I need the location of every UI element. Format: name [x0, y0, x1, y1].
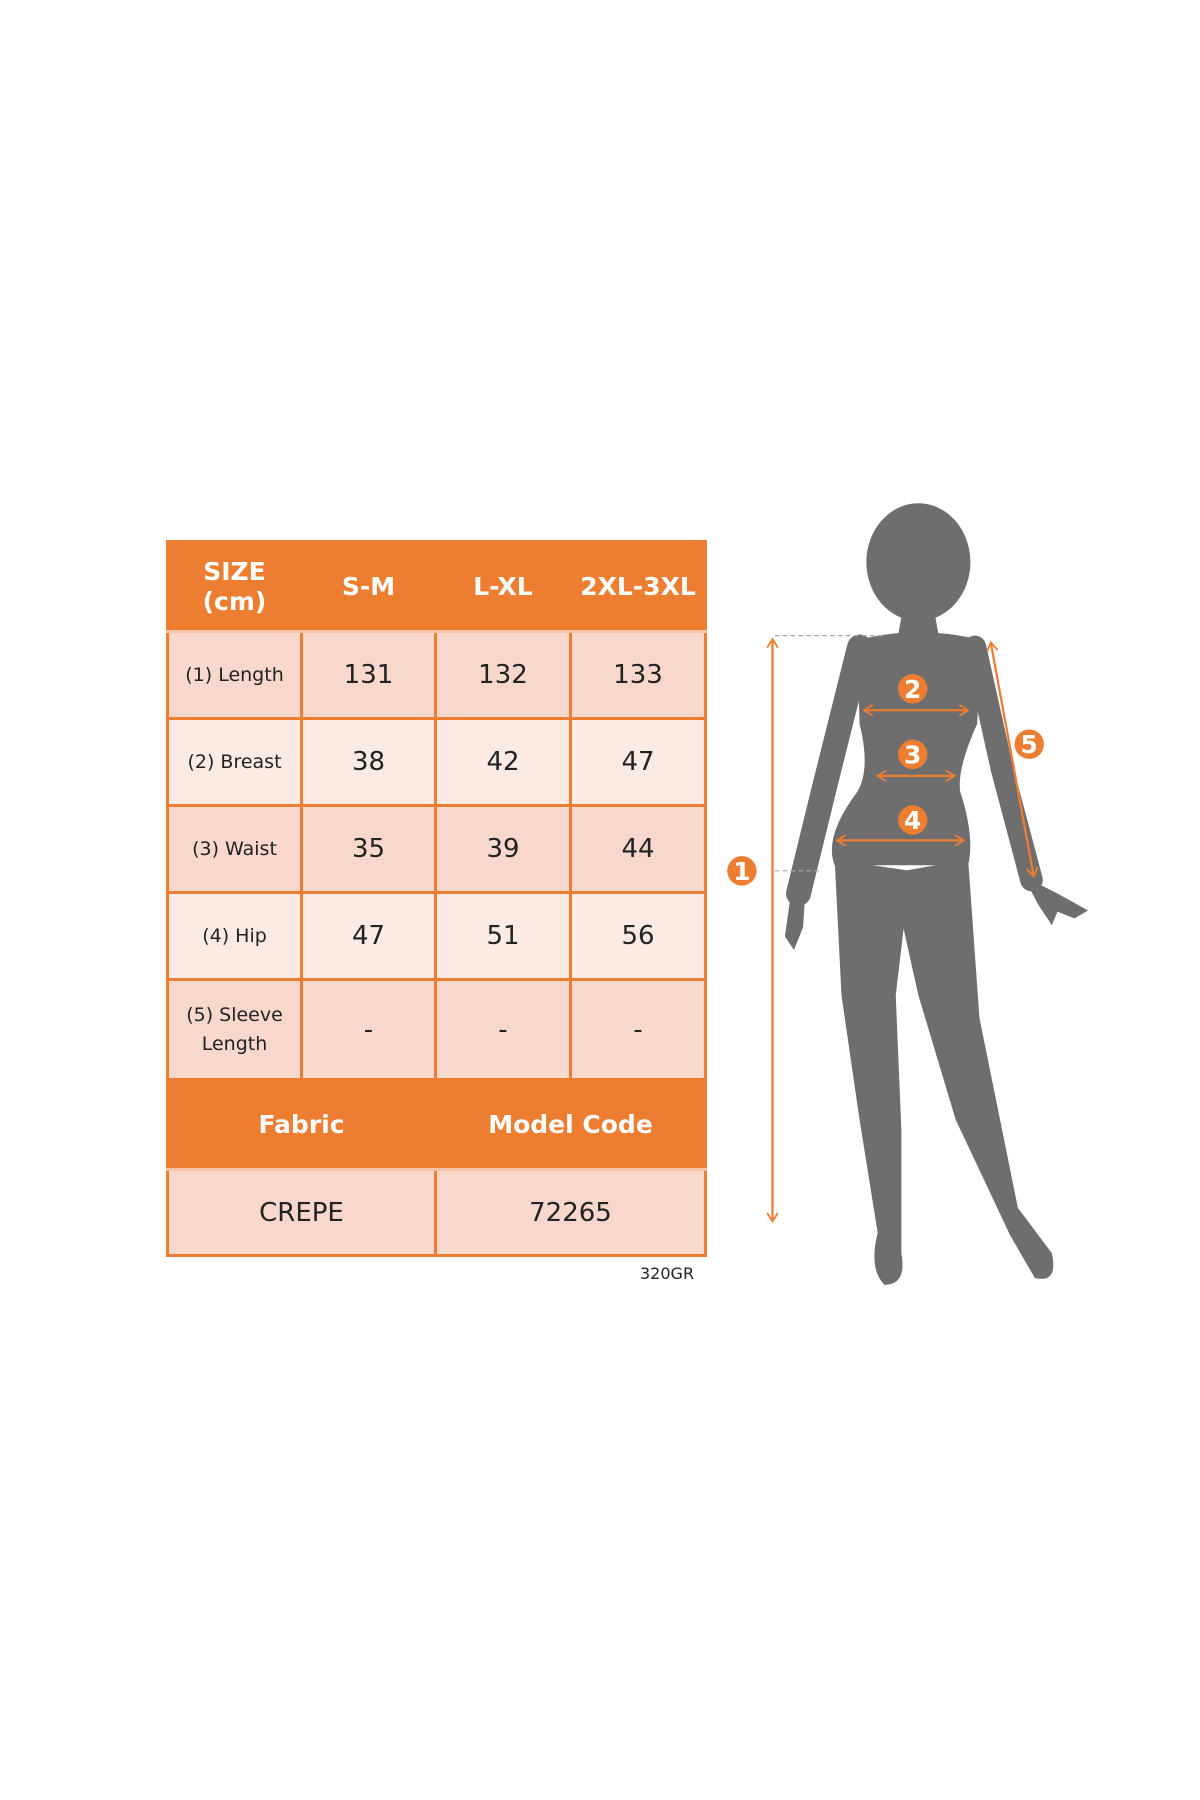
footer-code: 320GR: [640, 1264, 695, 1283]
cell-value: 38: [300, 717, 437, 807]
cell-value: 47: [300, 891, 437, 981]
cell-value: 42: [434, 717, 572, 807]
cell-value: -: [434, 978, 572, 1081]
svg-text:3: 3: [904, 740, 921, 769]
table-row: (4) Hip 47 51 56: [166, 891, 707, 981]
measurement-arrows: [772, 635, 1034, 1222]
cell-value: 44: [569, 804, 707, 894]
table-row: (5) Sleeve Length - - -: [166, 978, 707, 1081]
marker-3: 3: [898, 739, 928, 769]
fabric-value: CREPE: [166, 1168, 437, 1257]
model-code-value: 72265: [434, 1168, 707, 1257]
sleeve-arrow: [991, 642, 1034, 876]
svg-text:5: 5: [1021, 730, 1038, 759]
cell-value: 47: [569, 717, 707, 807]
marker-2: 2: [898, 674, 928, 704]
svg-text:2: 2: [904, 675, 921, 704]
cell-value: -: [569, 978, 707, 1081]
size-header-row: SIZE (cm) S-M L-XL 2XL-3XL: [166, 540, 707, 633]
row-label: (3) Waist: [166, 804, 303, 894]
table-row: (2) Breast 38 42 47: [166, 717, 707, 807]
cell-value: 39: [434, 804, 572, 894]
table-row: (1) Length 131 132 133: [166, 630, 707, 720]
size-header-cell: SIZE (cm): [166, 540, 303, 633]
row-label: (1) Length: [166, 630, 303, 720]
size-sm-header: S-M: [300, 540, 437, 633]
fabric-header: Fabric: [166, 1078, 437, 1171]
cell-value: 51: [434, 891, 572, 981]
size-2xl3xl-header: 2XL-3XL: [569, 540, 707, 633]
svg-text:4: 4: [904, 806, 921, 835]
woman-silhouette: [784, 503, 1089, 1285]
row-label: (2) Breast: [166, 717, 303, 807]
marker-4: 4: [898, 805, 928, 835]
row-label: (4) Hip: [166, 891, 303, 981]
cell-value: 35: [300, 804, 437, 894]
svg-text:1: 1: [733, 857, 750, 886]
marker-1: 1: [727, 856, 757, 886]
cell-value: 133: [569, 630, 707, 720]
row-label-line1: (5) Sleeve: [186, 1003, 283, 1026]
cell-value: 131: [300, 630, 437, 720]
size-header-line1: SIZE: [203, 556, 266, 586]
cell-value: 132: [434, 630, 572, 720]
model-code-header: Model Code: [434, 1078, 707, 1171]
fabric-value-row: CREPE 72265: [166, 1168, 707, 1257]
cell-value: -: [300, 978, 437, 1081]
marker-5: 5: [1014, 729, 1044, 759]
fabric-header-row: Fabric Model Code: [166, 1078, 707, 1171]
size-header-line2: (cm): [202, 586, 267, 616]
row-label: (5) Sleeve Length: [166, 978, 303, 1081]
table-row: (3) Waist 35 39 44: [166, 804, 707, 894]
size-lxl-header: L-XL: [434, 540, 572, 633]
cell-value: 56: [569, 891, 707, 981]
row-label-line2: Length: [201, 1032, 268, 1055]
size-chart-table: SIZE (cm) S-M L-XL 2XL-3XL (1) Length 131…: [166, 540, 707, 1257]
